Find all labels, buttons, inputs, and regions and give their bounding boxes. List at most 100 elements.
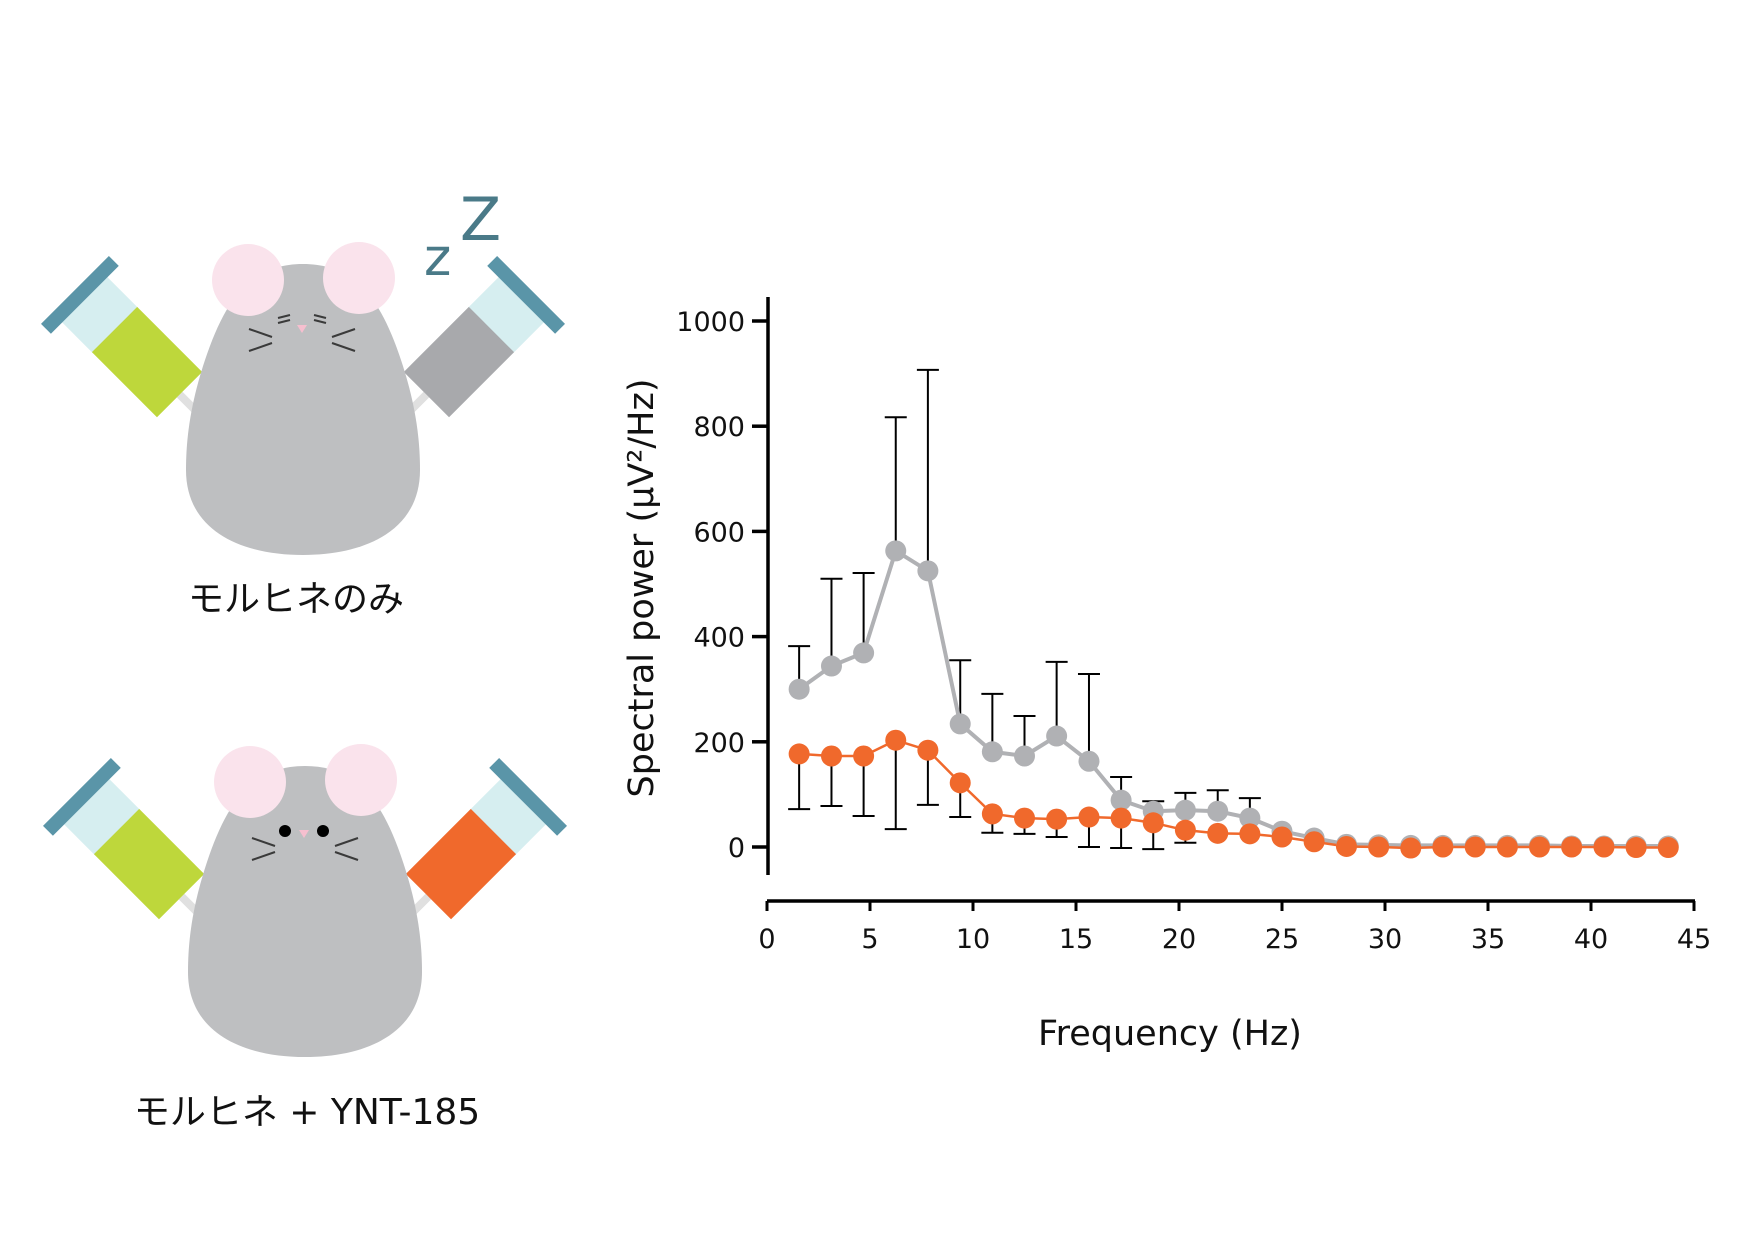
syringe-left [43, 758, 234, 949]
whiskers [248, 328, 356, 352]
syringe-liquid [405, 808, 517, 920]
y-tick-label: 0 [728, 833, 745, 864]
data-point-morphine-ynt185 [1657, 837, 1679, 859]
data-point-morphine-only [788, 678, 810, 700]
data-point-morphine-ynt185 [1046, 808, 1068, 830]
x-tick-label: 40 [1574, 924, 1608, 955]
series-line-morphine-only [797, 547, 1669, 848]
syringe-barrel [467, 274, 547, 354]
data-point-morphine-ynt185 [1593, 836, 1615, 858]
y-axis-title: Spectral power (μV²/Hz) [622, 379, 662, 798]
x-tick-label: 0 [758, 924, 775, 955]
syringe-cap [487, 256, 565, 334]
x-tick-label: 35 [1471, 924, 1505, 955]
mouse-morphine-ynt185: モルヒネ + YNT-185 [43, 744, 567, 1133]
sleep-z-small: z [424, 228, 451, 288]
sleep-z-large: Z [460, 185, 501, 255]
x-ticks: 0 5 10 15 20 25 30 35 40 45 [758, 901, 1711, 955]
mouse-ear-left [212, 244, 284, 316]
whiskers [251, 837, 359, 861]
y-tick-label: 800 [693, 412, 745, 443]
data-point-morphine-ynt185 [1207, 822, 1229, 844]
data-point-morphine-only [1174, 799, 1196, 821]
data-point-morphine-ynt185 [917, 739, 939, 761]
data-point-morphine-ynt185 [788, 743, 810, 765]
data-point-morphine-ynt185 [1078, 806, 1100, 828]
data-point-morphine-ynt185 [1496, 836, 1518, 858]
y-tick-label: 600 [693, 517, 745, 548]
spectral-power-chart: 0 200 400 600 800 1000 0 5 10 15 20 25 30 35 40 45 Spe… [622, 297, 1711, 1054]
data-point-morphine-ynt185 [1174, 819, 1196, 841]
data-point-morphine-only [1046, 725, 1068, 747]
mouse-body [186, 264, 420, 555]
syringe-liquid [91, 306, 203, 418]
x-tick-label: 10 [956, 924, 990, 955]
series-lines [797, 547, 1669, 850]
data-point-morphine-only [1110, 789, 1132, 811]
data-point-morphine-ynt185 [1014, 807, 1035, 829]
syringe-barrel [469, 776, 549, 856]
data-point-morphine-only [917, 560, 939, 582]
mouse-morphine-only: z Z モルヒネのみ [41, 185, 565, 620]
data-point-morphine-ynt185 [1110, 807, 1132, 829]
data-point-morphine-only [1014, 745, 1035, 767]
syringe-barrel [61, 776, 141, 856]
syringe-cap [41, 256, 119, 334]
x-tick-label: 45 [1677, 924, 1711, 955]
open-eyes-icon [279, 825, 329, 837]
data-point-morphine-ynt185 [820, 745, 842, 767]
syringe-liquid [403, 306, 515, 418]
data-point-morphine-ynt185 [1142, 812, 1164, 834]
syringe-barrel [59, 274, 139, 354]
x-tick-label: 30 [1368, 924, 1402, 955]
data-point-morphine-ynt185 [1271, 826, 1293, 848]
error-bars [788, 368, 1261, 851]
data-point-morphine-ynt185 [1335, 835, 1357, 857]
data-point-morphine-ynt185 [949, 772, 971, 794]
caption-morphine-ynt185: モルヒネ + YNT-185 [134, 1092, 480, 1133]
data-point-morphine-ynt185 [1464, 836, 1486, 858]
data-point-morphine-ynt185 [885, 729, 907, 751]
mouse-ear-right [323, 242, 395, 314]
y-tick-label: 400 [693, 623, 745, 654]
syringe-liquid [93, 808, 205, 920]
data-point-morphine-only [820, 655, 842, 677]
mouse-nose [297, 325, 307, 333]
data-point-morphine-only [981, 741, 1003, 763]
x-tick-label: 5 [861, 924, 878, 955]
x-tick-label: 25 [1265, 924, 1299, 955]
data-point-morphine-ynt185 [1303, 831, 1325, 853]
data-point-morphine-ynt185 [1529, 836, 1550, 858]
data-point-morphine-ynt185 [1368, 836, 1390, 858]
data-point-morphine-only [1078, 750, 1100, 772]
data-point-morphine-ynt185 [853, 745, 875, 767]
data-point-morphine-only [949, 713, 971, 735]
series-line-morphine-ynt185 [799, 738, 1669, 850]
data-point-morphine-ynt185 [981, 803, 1003, 825]
data-point-morphine-ynt185 [1432, 836, 1454, 858]
data-point-morphine-only [1239, 807, 1261, 829]
x-axis-title: Frequency (Hz) [1038, 1014, 1302, 1054]
series-markers [788, 540, 1679, 859]
data-point-morphine-ynt185 [1239, 823, 1261, 845]
closed-eyes-icon [277, 314, 327, 324]
data-point-morphine-ynt185 [1400, 837, 1422, 859]
data-point-morphine-only [853, 642, 875, 664]
mouse-ear-left [214, 746, 286, 818]
x-tick-label: 20 [1162, 924, 1196, 955]
y-tick-label: 1000 [676, 307, 745, 338]
y-tick-label: 200 [693, 728, 745, 759]
caption-morphine-only: モルヒネのみ [188, 579, 404, 620]
data-point-morphine-only [1207, 800, 1229, 822]
y-ticks: 0 200 400 600 800 1000 [676, 307, 768, 864]
mouse-body [188, 766, 422, 1057]
x-tick-label: 15 [1059, 924, 1093, 955]
mouse-nose [299, 830, 309, 838]
data-point-morphine-ynt185 [1625, 837, 1647, 859]
syringe-cap [43, 758, 121, 836]
data-point-morphine-ynt185 [1561, 836, 1583, 858]
syringe-cap [489, 758, 567, 836]
data-point-morphine-only [885, 540, 907, 562]
mouse-ear-right [325, 744, 397, 816]
